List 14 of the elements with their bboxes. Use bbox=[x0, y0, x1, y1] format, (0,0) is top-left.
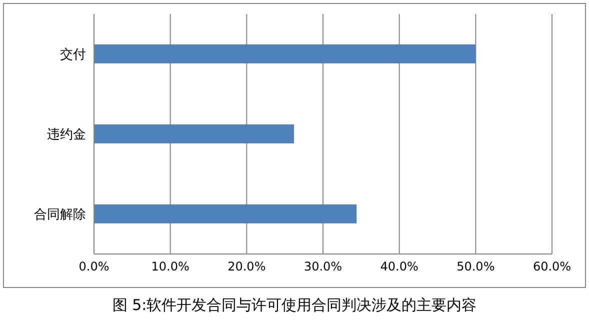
text: 图 5:软件开发合同与许可使用合同判决涉及的主要内容 bbox=[111, 296, 478, 315]
y-tick-label: 交付 bbox=[60, 46, 86, 63]
bar bbox=[94, 204, 357, 224]
x-tick-label: 40.0% bbox=[380, 260, 418, 274]
x-tick-label: 60.0% bbox=[532, 260, 572, 274]
y-tick-label: 违约金 bbox=[47, 128, 86, 143]
bar bbox=[94, 124, 294, 144]
y-tick-label: 合同解除 bbox=[34, 208, 86, 223]
x-tick-label: 50.0% bbox=[456, 260, 495, 274]
x-tick-label: 30.0% bbox=[304, 260, 342, 274]
bar bbox=[94, 44, 476, 64]
x-tick-label: 0.0% bbox=[78, 260, 110, 274]
x-tick-label: 10.0% bbox=[151, 260, 190, 274]
x-tick-label: 20.0% bbox=[228, 260, 266, 274]
